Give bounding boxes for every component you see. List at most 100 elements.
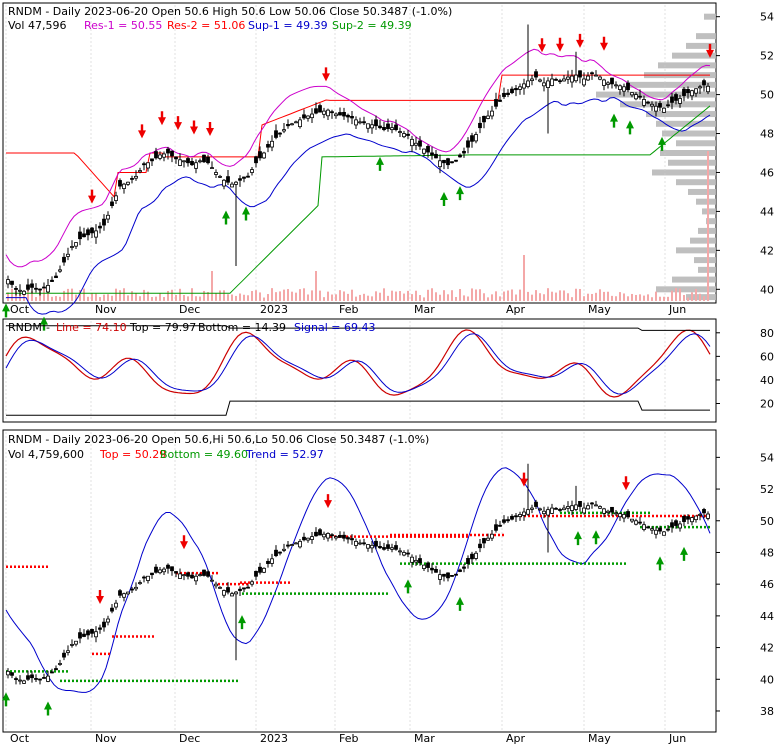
down-arrow-marker [138,124,146,139]
top-candle-body [546,80,550,88]
volume-bar [247,295,249,301]
bot-candle-body [306,537,310,541]
bot-candle-body [402,552,406,556]
bot-candle-body [698,514,702,516]
bot-candle-body [518,514,522,517]
bot-candle-body [342,534,346,539]
bot-candle-body [198,574,202,577]
bot-candle-body [178,573,182,579]
top-candle-body [202,154,206,163]
bot-candle-body [446,572,450,579]
down-arrow-marker [556,37,564,52]
bot-candle-body [678,523,682,529]
bot-candle-body [466,558,470,564]
sup1-line [6,96,711,315]
bot-candle-body [326,533,330,539]
bot-candle-body [430,567,434,571]
bot-candle-body [58,663,62,665]
bot-candle-body [618,513,622,518]
bot-candle-body [386,544,390,549]
volume-bar [123,288,125,301]
top-candle-body [346,114,350,118]
volume-bar [531,294,533,301]
volume-bar [179,288,181,301]
mid-sep: - [46,321,50,334]
top-candle-body [442,159,446,164]
volume-bar [19,292,21,301]
bot-candle-body [622,514,626,519]
volume-bar [351,289,353,301]
top-candle-body [178,159,182,166]
volume-bar [503,291,505,301]
volume-bar [475,289,477,301]
bot-candle-body [362,542,366,545]
volume-profile-bar [626,81,716,88]
volume-bar [115,288,117,301]
top-candle-body [562,78,566,82]
bot-candle-body [578,500,582,507]
top-candle-body [670,96,674,103]
volume-bar [655,291,657,301]
volume-profile-bar [596,91,716,98]
down-arrow-marker [706,43,714,58]
bot-candle-body [26,675,30,680]
up-arrow-marker [680,546,688,561]
volume-bar [311,290,313,301]
volume-bar [347,293,349,301]
oscillator-line [5,329,711,398]
volume-bar [451,290,453,301]
volume-bar [55,296,57,301]
top-candle-body [458,154,462,158]
bot-candle-body [250,581,254,585]
down-arrow-marker [96,589,104,604]
top-candle-body [110,201,114,206]
top-candle-body [610,77,614,85]
up-arrow-marker [456,596,464,611]
up-arrow-marker [238,615,246,630]
bot-candle-body [558,509,562,511]
mid-y-tick-label: 60 [760,350,774,363]
bot-candle-body [194,575,198,582]
down-arrow-marker [158,111,166,126]
top-candle-body [58,269,62,272]
bot-candle-body [642,524,646,530]
top-y-tick-label: 48 [760,128,774,141]
volume-bar [607,291,609,301]
bot-x-tick-label: Feb [339,732,358,745]
volume-bar [371,296,373,301]
volume-bar [63,290,65,301]
top-bound-line [6,325,710,331]
top-candle-body [602,79,606,86]
bot-candle-body [206,571,210,577]
bot-candle-body [290,544,294,546]
bot-candle-body [90,629,94,634]
volume-bar [283,289,285,301]
top-candle-body [182,160,186,163]
volume-profile-bar [676,179,716,186]
volume-bar [683,294,685,301]
volume-bar [535,290,537,301]
volume-bar [215,293,217,301]
volume-bar [431,288,433,301]
top-candle-body [222,179,226,187]
top-candle-body [134,175,138,179]
bot-candle-body [582,507,586,514]
top-candle-body [22,290,26,295]
bot-candle-body [126,591,130,595]
bot-candle-body [418,558,422,564]
bot-candle-body [442,573,446,577]
bot-candle-body [294,542,298,545]
bot-candle-body [354,540,358,546]
volume-profile-bar [696,33,716,40]
volume-bar [187,296,189,301]
bot-candle-body [602,508,606,514]
down-arrow-marker [576,33,584,48]
top-candle-body [362,121,366,124]
up-arrow-marker [404,579,412,594]
bot-candle-body [674,520,678,526]
volume-bar [203,290,205,301]
bot-title: RNDM - Daily 2023-06-20 Open 50.6,Hi 50.… [8,433,429,446]
bot-candle-body [450,574,454,577]
bot-candle-body [638,521,642,524]
top-candle-body [70,246,74,248]
